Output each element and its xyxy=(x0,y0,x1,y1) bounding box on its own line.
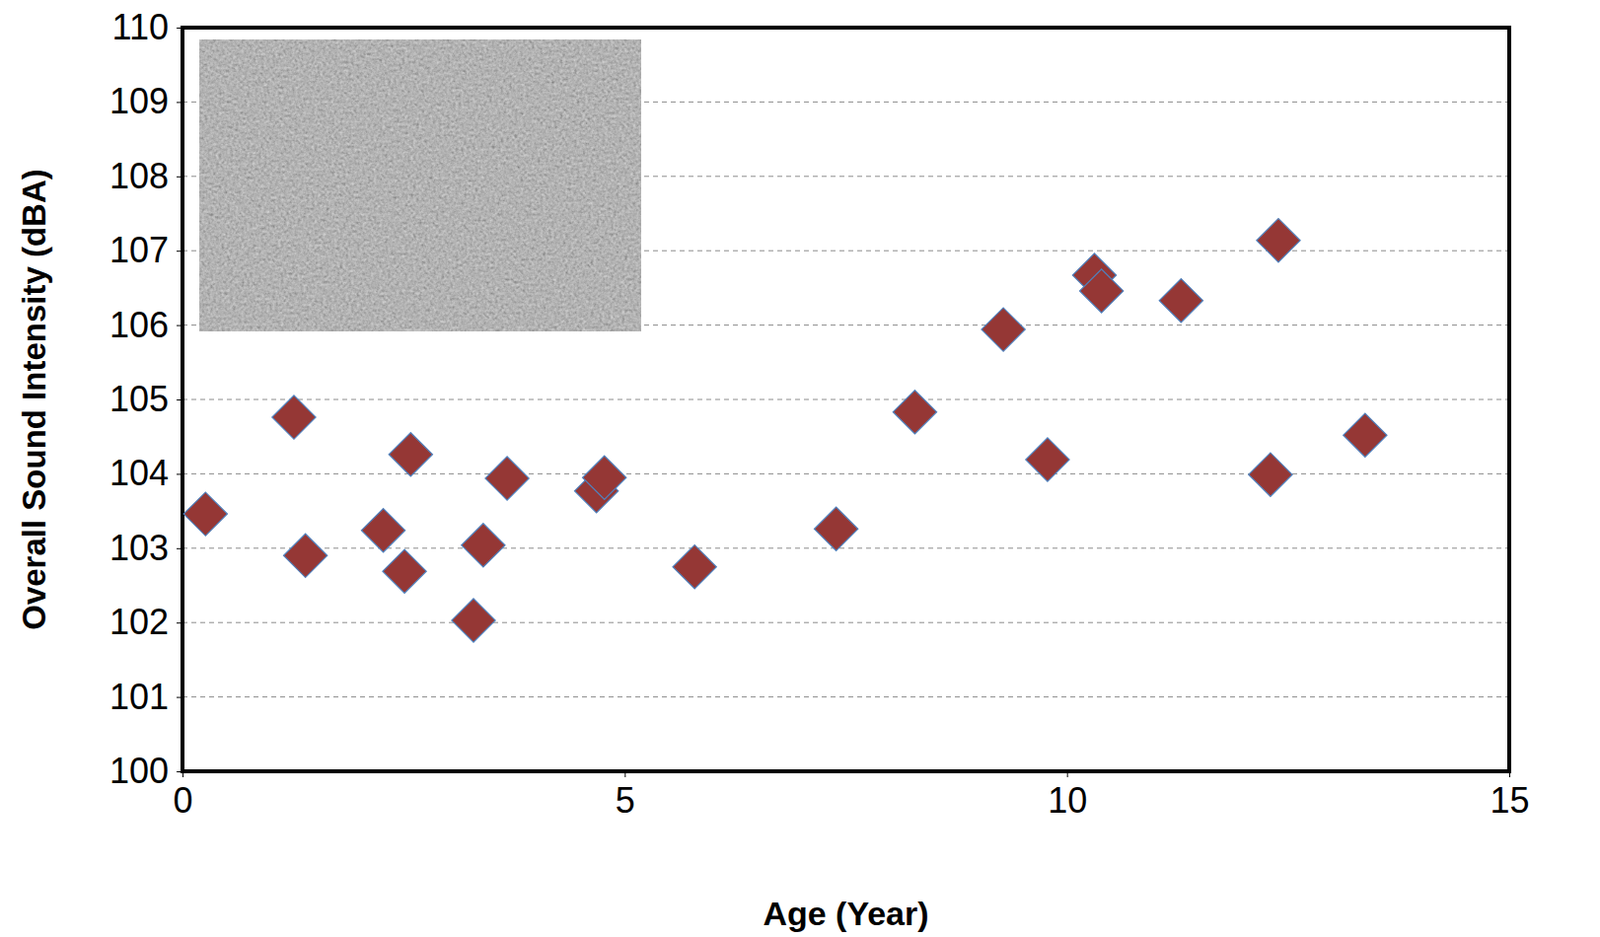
tick: 102 xyxy=(109,601,183,643)
chart: 0 5 10 15 100 101 102 103 104 105 106 107 108 109 110 A… xyxy=(0,0,1600,937)
tick-label: 102 xyxy=(109,601,169,643)
tick-label: 109 xyxy=(109,80,169,122)
point xyxy=(1159,279,1203,323)
point xyxy=(1025,437,1070,482)
grid-line xyxy=(182,696,1510,698)
grid xyxy=(182,27,1510,772)
point xyxy=(1343,413,1387,457)
grid-line xyxy=(182,399,1510,401)
point xyxy=(892,390,937,435)
tick: 107 xyxy=(109,229,183,271)
point xyxy=(183,492,227,536)
point xyxy=(814,507,859,551)
point xyxy=(272,395,316,439)
point xyxy=(461,523,506,568)
point xyxy=(1248,452,1293,497)
point xyxy=(361,509,405,553)
tick-label: 110 xyxy=(112,6,169,48)
point xyxy=(1256,218,1301,263)
x-axis-title: Age (Year) xyxy=(762,894,929,933)
point xyxy=(284,533,328,578)
tick: 104 xyxy=(109,452,183,494)
tick: 100 xyxy=(109,750,183,792)
grid-line xyxy=(182,622,1510,624)
y-axis: 100 101 102 103 104 105 106 107 108 109 110 xyxy=(109,6,184,792)
tick-label: 5 xyxy=(615,780,636,821)
tick-label: 15 xyxy=(1489,780,1529,821)
tick-label: 107 xyxy=(109,229,169,271)
tick-label: 104 xyxy=(109,452,169,494)
tick-label: 103 xyxy=(109,527,169,569)
tick-label: 101 xyxy=(109,676,169,718)
grid-line xyxy=(182,473,1510,475)
tick: 10 xyxy=(1047,771,1088,821)
tick-label: 106 xyxy=(109,304,169,346)
y-axis-title: Overall Sound Intensity (dBA) xyxy=(15,168,53,631)
point xyxy=(485,456,529,501)
tick: 108 xyxy=(109,155,183,197)
tick-label: 0 xyxy=(172,780,193,821)
points xyxy=(183,218,1387,644)
point xyxy=(451,598,496,643)
tick: 0 xyxy=(172,771,193,821)
tick: 15 xyxy=(1489,771,1529,821)
tick: 105 xyxy=(109,378,183,420)
tick: 5 xyxy=(615,771,636,821)
tick-label: 108 xyxy=(109,155,169,197)
x-axis: 0 5 10 15 xyxy=(172,771,1529,821)
tick: 109 xyxy=(109,80,183,122)
point xyxy=(382,549,427,593)
point xyxy=(388,433,433,477)
tick: 106 xyxy=(109,304,183,346)
plot: 0 5 10 15 100 101 102 103 104 105 106 107 108 109 110 xyxy=(109,6,1530,821)
tick: 101 xyxy=(109,676,183,718)
point xyxy=(672,545,717,589)
tick: 103 xyxy=(109,527,183,569)
tick: 110 xyxy=(112,6,183,48)
tick-label: 100 xyxy=(109,750,169,792)
point xyxy=(981,307,1025,352)
tick-label: 10 xyxy=(1047,780,1088,821)
inset-photo-texture xyxy=(199,39,642,332)
point xyxy=(582,455,627,500)
inset-photo xyxy=(199,39,642,332)
point xyxy=(1080,269,1124,313)
tick-label: 105 xyxy=(109,378,169,420)
plot-frame xyxy=(182,27,1510,772)
inset-photo-ground xyxy=(199,39,642,332)
